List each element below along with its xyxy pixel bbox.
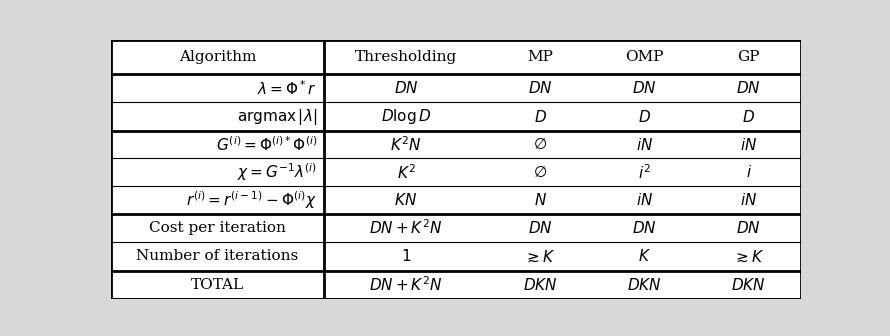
Text: $1$: $1$ [400,248,411,264]
Text: Number of iterations: Number of iterations [136,249,299,263]
Text: $G^{(i)} = \Phi^{(i)*}\Phi^{(i)}$: $G^{(i)} = \Phi^{(i)*}\Phi^{(i)}$ [215,135,317,154]
Text: $\emptyset$: $\emptyset$ [533,137,547,152]
Text: $DN + K^2 N$: $DN + K^2 N$ [369,276,442,294]
Text: Algorithm: Algorithm [179,50,256,64]
Text: $\gtrsim K$: $\gtrsim K$ [733,249,765,264]
Text: $D$: $D$ [742,109,756,125]
Text: $DKN$: $DKN$ [627,277,662,293]
Text: $\chi = G^{-1}\lambda^{(i)}$: $\chi = G^{-1}\lambda^{(i)}$ [237,161,317,183]
Text: $iN$: $iN$ [636,137,653,153]
Text: OMP: OMP [626,50,664,64]
Text: $K$: $K$ [638,248,651,264]
Text: $N$: $N$ [534,192,546,208]
Text: $DN$: $DN$ [393,80,418,96]
Text: $KN$: $KN$ [394,192,417,208]
Text: GP: GP [738,50,760,64]
Text: $K^2 N$: $K^2 N$ [391,135,422,154]
Text: $DN$: $DN$ [632,80,657,96]
Text: $\mathrm{argmax}\,|\lambda|$: $\mathrm{argmax}\,|\lambda|$ [237,107,317,127]
Text: $D\log D$: $D\log D$ [381,107,432,126]
Text: $i$: $i$ [746,164,752,180]
Text: $DN$: $DN$ [737,80,761,96]
Text: $DKN$: $DKN$ [523,277,558,293]
Text: $DN + K^2 N$: $DN + K^2 N$ [369,218,442,237]
Text: TOTAL: TOTAL [191,278,244,292]
Text: $DN$: $DN$ [737,220,761,236]
Text: $DN$: $DN$ [528,220,553,236]
Text: $D$: $D$ [638,109,651,125]
Text: MP: MP [528,50,554,64]
Text: $DN$: $DN$ [632,220,657,236]
Text: $DKN$: $DKN$ [732,277,766,293]
Text: $D$: $D$ [534,109,546,125]
Text: $K^2$: $K^2$ [397,163,416,182]
Text: $i^2$: $i^2$ [638,163,651,182]
Text: $DN$: $DN$ [528,80,553,96]
Text: $\gtrsim K$: $\gtrsim K$ [524,249,556,264]
Text: Cost per iteration: Cost per iteration [150,221,286,235]
Text: $r^{(i)} = r^{(i-1)} - \Phi^{(i)}\chi$: $r^{(i)} = r^{(i-1)} - \Phi^{(i)}\chi$ [186,189,317,211]
Text: $iN$: $iN$ [740,192,757,208]
Text: $iN$: $iN$ [636,192,653,208]
Text: $iN$: $iN$ [740,137,757,153]
Text: $\lambda = \Phi^* r$: $\lambda = \Phi^* r$ [257,79,317,97]
Text: $\emptyset$: $\emptyset$ [533,165,547,180]
Text: Thresholding: Thresholding [355,50,457,64]
